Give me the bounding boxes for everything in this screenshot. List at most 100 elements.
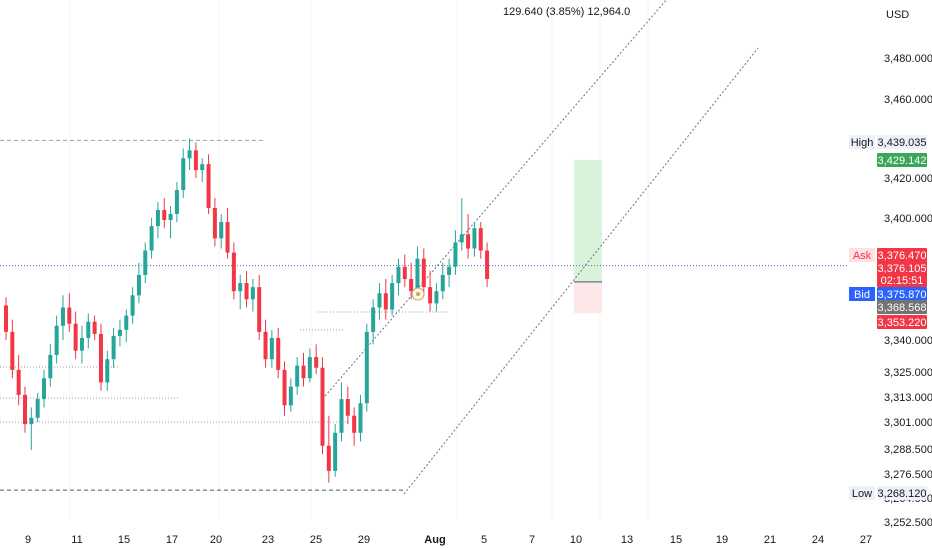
price-label-tag: High xyxy=(851,137,874,149)
candle xyxy=(225,208,230,259)
candle xyxy=(364,323,369,412)
channel-upper-line[interactable] xyxy=(322,0,669,400)
candle xyxy=(314,344,319,375)
candle xyxy=(263,319,268,368)
horizontal-levels xyxy=(0,139,848,491)
candle-body xyxy=(326,445,331,471)
candle xyxy=(339,382,344,442)
candle-body xyxy=(276,337,281,370)
candle-body xyxy=(117,329,122,336)
candle-body xyxy=(459,234,464,243)
candle-body xyxy=(377,293,382,308)
candle xyxy=(345,386,350,425)
candle-body xyxy=(149,226,154,251)
candle-body xyxy=(124,315,129,330)
time-axis[interactable]: 9 11 15 17 20 23 25 29 Aug 5 7 10 13 15 19 21 24 27 xyxy=(25,534,872,546)
candle xyxy=(98,323,103,391)
candle xyxy=(231,242,236,300)
candles-series xyxy=(4,138,490,483)
candle-body xyxy=(54,325,59,355)
candle xyxy=(402,254,407,288)
candle xyxy=(333,424,338,477)
candle-body xyxy=(231,252,236,292)
price-label-tag-bg xyxy=(849,135,875,149)
y-tick-label: 3,480.000 xyxy=(884,53,932,65)
candle xyxy=(168,206,173,239)
candle xyxy=(105,350,110,391)
candle-body xyxy=(269,337,274,360)
candle xyxy=(79,325,84,364)
y-tick-label: 3,400.000 xyxy=(884,213,932,225)
candle-body xyxy=(29,417,34,425)
candle-body xyxy=(105,359,110,383)
channel-lower-line[interactable] xyxy=(403,47,759,495)
candle xyxy=(244,270,249,308)
candle xyxy=(48,344,53,387)
candle xyxy=(35,392,40,422)
price-label-tag-bg xyxy=(849,486,875,500)
candle xyxy=(117,319,122,347)
x-tick-label: 25 xyxy=(310,534,322,546)
price-label-value: 02:15:51 xyxy=(881,275,924,287)
candle xyxy=(250,279,255,312)
candle xyxy=(390,274,395,316)
candle xyxy=(181,148,186,198)
candle xyxy=(143,242,148,284)
candle xyxy=(428,270,433,312)
candle-body xyxy=(168,214,173,221)
price-axis[interactable]: USD 3,480.000 3,460.000 3,420.000 3,400.000… xyxy=(884,9,932,529)
y-tick-label: 3,313.000 xyxy=(884,392,932,404)
candle-body xyxy=(428,287,433,304)
candle xyxy=(174,182,179,223)
candle-body xyxy=(200,164,205,171)
candle xyxy=(73,311,78,360)
candle xyxy=(459,198,464,251)
measure-info-text: 129.640 (3.85%) 12,964.0 xyxy=(503,6,630,18)
price-label-green: 3,429.142 xyxy=(877,153,927,167)
marker-dot xyxy=(416,292,420,296)
candle-body xyxy=(73,323,78,351)
x-tick-label: 20 xyxy=(210,534,222,546)
y-tick-label: 3,325.000 xyxy=(884,367,932,379)
candle xyxy=(54,315,59,364)
candle xyxy=(60,295,65,340)
candle-body xyxy=(212,208,217,239)
y-tick-label: 3,276.500 xyxy=(884,469,932,481)
alert-marker-icon[interactable] xyxy=(411,287,425,301)
price-label-bg xyxy=(877,261,927,275)
candle xyxy=(371,299,376,345)
candle-body xyxy=(352,415,357,433)
candle xyxy=(295,357,300,395)
candle-body xyxy=(295,365,300,387)
candle-body xyxy=(333,432,338,471)
candle-body xyxy=(314,357,319,368)
price-label-tag: Low xyxy=(852,488,872,500)
x-tick-label: 27 xyxy=(860,534,872,546)
candle-body xyxy=(219,222,224,239)
candle xyxy=(187,138,192,171)
candle xyxy=(200,158,205,182)
candle-body xyxy=(421,258,426,288)
candle xyxy=(4,297,8,340)
candle xyxy=(149,218,154,259)
candle xyxy=(301,352,306,387)
candle-body xyxy=(472,228,477,249)
x-tick-label: 10 xyxy=(570,534,582,546)
candle-body xyxy=(485,250,490,279)
trend-channel[interactable] xyxy=(322,0,759,495)
x-tick-label: 21 xyxy=(764,534,776,546)
x-tick-label: 5 xyxy=(481,534,487,546)
candle xyxy=(16,354,21,406)
candle-body xyxy=(22,394,27,425)
candle xyxy=(92,315,97,340)
price-label-bg xyxy=(877,315,927,329)
candle xyxy=(352,407,357,446)
x-tick-label: 13 xyxy=(621,534,633,546)
y-tick-label: 3,252.500 xyxy=(884,517,932,529)
candle-body xyxy=(478,228,483,251)
x-tick-label: 15 xyxy=(670,534,682,546)
candle-body xyxy=(225,222,230,253)
candle xyxy=(440,262,445,300)
candle xyxy=(29,407,34,451)
